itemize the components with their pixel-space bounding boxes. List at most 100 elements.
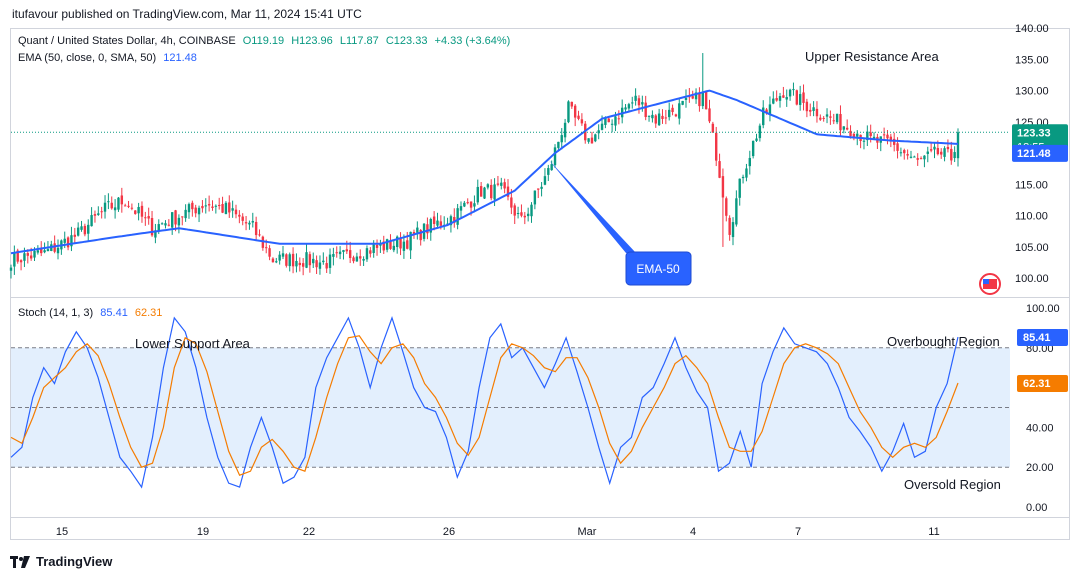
candle-body [231, 208, 234, 211]
candle-body [100, 211, 103, 213]
candle-body [295, 260, 298, 267]
candle-body [614, 116, 617, 126]
candle-body [516, 213, 520, 215]
candle-body [496, 183, 500, 185]
candle-body [751, 140, 755, 157]
candle-body [268, 248, 271, 257]
tradingview-logo[interactable]: TradingView [10, 554, 112, 569]
candle-body [181, 216, 184, 218]
candle-body [486, 184, 490, 188]
candle-body [365, 248, 369, 260]
candle-body [533, 190, 537, 205]
candle-body [244, 222, 248, 224]
candle-body [637, 98, 641, 106]
candle-body [657, 113, 661, 126]
candle-body [483, 187, 486, 199]
time-axis-tick: 26 [443, 526, 455, 538]
candle-body [258, 234, 261, 236]
time-axis-tick: 4 [690, 526, 696, 538]
candle-body [550, 164, 553, 171]
candle-body [560, 135, 563, 143]
lower-support-label: Lower Support Area [135, 336, 251, 351]
main-legend: Quant / United States Dollar, 4h, COINBA… [18, 35, 514, 47]
candle-body [798, 94, 802, 105]
candle-body [923, 155, 926, 160]
candle-body [469, 201, 473, 208]
candle-body [822, 117, 825, 119]
candle-body [849, 130, 852, 137]
candle-body [26, 253, 29, 256]
candle-body [886, 134, 889, 139]
candle-body [631, 102, 634, 104]
stoch-legend: Stoch (14, 1, 3) 85.41 62.31 [18, 307, 166, 319]
candle-body [338, 251, 342, 255]
stoch-d-line [10, 335, 959, 476]
candle-body [704, 90, 708, 110]
candle-body [130, 207, 134, 209]
ema-legend-label: EMA (50, close, 0, SMA, 50) [18, 52, 157, 64]
candle-body [681, 100, 684, 105]
candle-body [671, 107, 674, 113]
candle-body [40, 248, 43, 254]
candle-body [191, 202, 194, 210]
candle-body [197, 207, 201, 215]
candle-body [463, 202, 466, 207]
candle-body [634, 95, 637, 101]
candle-body [76, 227, 80, 236]
candle-body [513, 205, 516, 216]
candle-body [738, 178, 741, 198]
candle-body [87, 224, 90, 234]
candle-body [63, 238, 66, 243]
candle-body [520, 212, 523, 216]
candle-body [698, 92, 701, 107]
candle-body [715, 132, 718, 161]
publisher-header: itufavour published on TradingView.com, … [12, 7, 362, 21]
candle-body [265, 247, 268, 249]
candle-body [157, 224, 160, 231]
candle-body [137, 206, 140, 214]
ema-price-value: 121.48 [1017, 148, 1051, 160]
candle-body [120, 195, 124, 205]
candle-body [926, 151, 929, 154]
candle-body [466, 202, 469, 204]
candle-body [134, 210, 137, 214]
candle-body [369, 250, 372, 254]
ema-price-badge [1012, 144, 1068, 162]
candle-body [597, 130, 600, 134]
us-flag-stripes [983, 279, 997, 289]
candle-body [285, 254, 288, 266]
candle-body [459, 206, 463, 211]
stoch-legend-label: Stoch (14, 1, 3) [18, 307, 94, 319]
price-axis-tick: 130.00 [1015, 86, 1049, 98]
candle-body [711, 123, 715, 133]
ema-callout-label: EMA-50 [636, 262, 680, 276]
candle-body [318, 262, 322, 269]
legend-change: +4.33 (+3.64%) [434, 35, 511, 47]
candle-body [46, 249, 50, 252]
candle-body [261, 236, 265, 248]
chart-frame [10, 28, 1070, 540]
candle-body [493, 184, 496, 200]
candle-body [795, 90, 799, 105]
time-axis-tick: 7 [795, 526, 801, 538]
candle-body [241, 216, 244, 221]
candle-body [275, 261, 278, 263]
candle-body [305, 252, 308, 268]
candle-body [785, 97, 788, 100]
tradingview-brand: TradingView [36, 554, 113, 569]
candle-body [70, 235, 73, 247]
candle-body [577, 115, 580, 119]
candle-body [936, 147, 940, 155]
candle-body [201, 205, 204, 209]
candle-body [805, 101, 809, 112]
candles-group [9, 53, 960, 279]
price-axis-tick: 140.00 [1015, 23, 1049, 35]
candle-body [835, 113, 839, 123]
overbought-label: Overbought Region [887, 334, 1000, 349]
candle-body [29, 255, 33, 259]
candle-body [221, 203, 224, 213]
oversold-label: Oversold Region [904, 477, 1001, 492]
stoch-k-value: 85.41 [1023, 332, 1051, 344]
candle-body [204, 205, 207, 207]
